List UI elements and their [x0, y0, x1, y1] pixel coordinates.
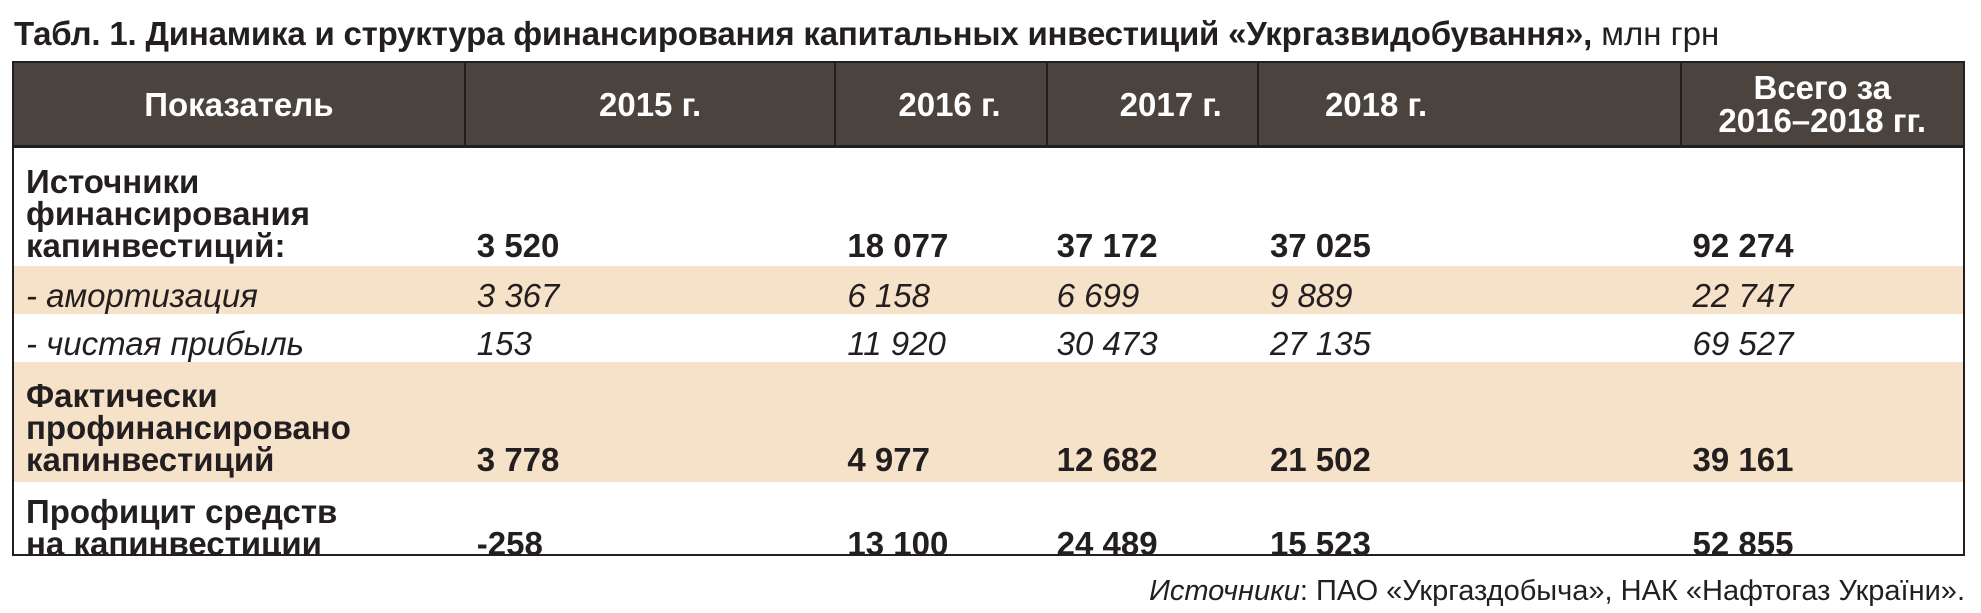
table-row-financing-sources: Источники финансирования капинвестиций: …	[14, 146, 1963, 266]
table-header: Показатель 2015 г. 2016 г. 2017 г. 2018 …	[14, 63, 1963, 148]
row-label-line: финансирования	[26, 195, 311, 232]
row-label-line: Профицит средств	[26, 493, 338, 530]
financing-table: Показатель 2015 г. 2016 г. 2017 г. 2018 …	[12, 61, 1965, 556]
cell-2016: 11 920	[835, 314, 1047, 362]
cell-2017: 6 699	[1046, 266, 1258, 314]
row-label-line: Фактически	[26, 377, 218, 414]
cell-2015: 3 520	[464, 146, 836, 266]
table-title: Табл. 1. Динамика и структура финансиров…	[14, 14, 1719, 54]
cell-2016: 6 158	[835, 266, 1047, 314]
header-2018: 2018 г.	[1257, 63, 1682, 148]
header-total: Всего за 2016–2018 гг.	[1680, 63, 1963, 148]
row-label-line: капинвестиций:	[26, 227, 286, 264]
row-label-line: Источники	[26, 163, 200, 200]
cell-2017: 37 172	[1046, 146, 1258, 266]
cell-2018: 27 135	[1257, 314, 1681, 362]
cell-total: 92 274	[1680, 146, 1963, 266]
table-row-net-profit: - чистая прибыль 153 11 920 30 473 27 13…	[14, 314, 1963, 362]
source-text: : ПАО «Укргаздобыча», НАК «Нафтогаз Укра…	[1299, 575, 1965, 607]
cell-2015: 3 778	[464, 362, 836, 482]
row-label-line: капинвестиций	[26, 441, 275, 478]
header-2016: 2016 г.	[835, 63, 1048, 148]
source-note: Источники: ПАО «Укргаздобыча», НАК «Нафт…	[1149, 574, 1965, 608]
cell-2018: 9 889	[1257, 266, 1681, 314]
row-label: Источники финансирования капинвестиций:	[14, 146, 465, 266]
cell-2015: -258	[464, 482, 836, 554]
cell-total: 22 747	[1680, 266, 1963, 314]
cell-2018: 21 502	[1257, 362, 1681, 482]
table-title-main: Табл. 1. Динамика и структура финансиров…	[14, 15, 1593, 52]
header-total-line2: 2016–2018 гг.	[1718, 102, 1927, 139]
cell-2018: 15 523	[1257, 482, 1681, 554]
header-row: Показатель 2015 г. 2016 г. 2017 г. 2018 …	[14, 63, 1963, 148]
cell-2015: 3 367	[464, 266, 836, 314]
data-table: Показатель 2015 г. 2016 г. 2017 г. 2018 …	[14, 63, 1963, 556]
header-total-line1: Всего за	[1753, 69, 1892, 106]
header-2015: 2015 г.	[464, 63, 837, 148]
cell-2016: 13 100	[835, 482, 1047, 554]
row-label-line: профинансировано	[26, 409, 351, 446]
table-title-unit: млн грн	[1601, 15, 1720, 52]
header-indicator: Показатель	[14, 63, 466, 148]
table-row-actually-financed: Фактически профинансировано капинвестици…	[14, 362, 1963, 482]
cell-2016: 4 977	[835, 362, 1047, 482]
cell-total: 52 855	[1680, 482, 1963, 554]
cell-2017: 12 682	[1046, 362, 1258, 482]
row-label: Фактически профинансировано капинвестици…	[14, 362, 465, 482]
row-label-line: на капинвестиции	[26, 525, 322, 556]
cell-total: 69 527	[1680, 314, 1963, 362]
row-label: Профицит средств на капинвестиции	[14, 482, 465, 556]
cell-2017: 30 473	[1046, 314, 1258, 362]
cell-total: 39 161	[1680, 362, 1963, 482]
table-row-amortization: - амортизация 3 367 6 158 6 699 9 889 22…	[14, 266, 1963, 314]
row-label: - чистая прибыль	[14, 314, 465, 362]
cell-2016: 18 077	[835, 146, 1047, 266]
header-2017: 2017 г.	[1046, 63, 1259, 148]
source-label: Источники	[1149, 575, 1300, 607]
table-body: Источники финансирования капинвестиций: …	[14, 146, 1963, 556]
table-row-surplus: Профицит средств на капинвестиции -258 1…	[14, 482, 1963, 556]
cell-2017: 24 489	[1046, 482, 1258, 554]
cell-2015: 153	[464, 314, 836, 362]
cell-2018: 37 025	[1257, 146, 1681, 266]
row-label: - амортизация	[14, 266, 465, 314]
